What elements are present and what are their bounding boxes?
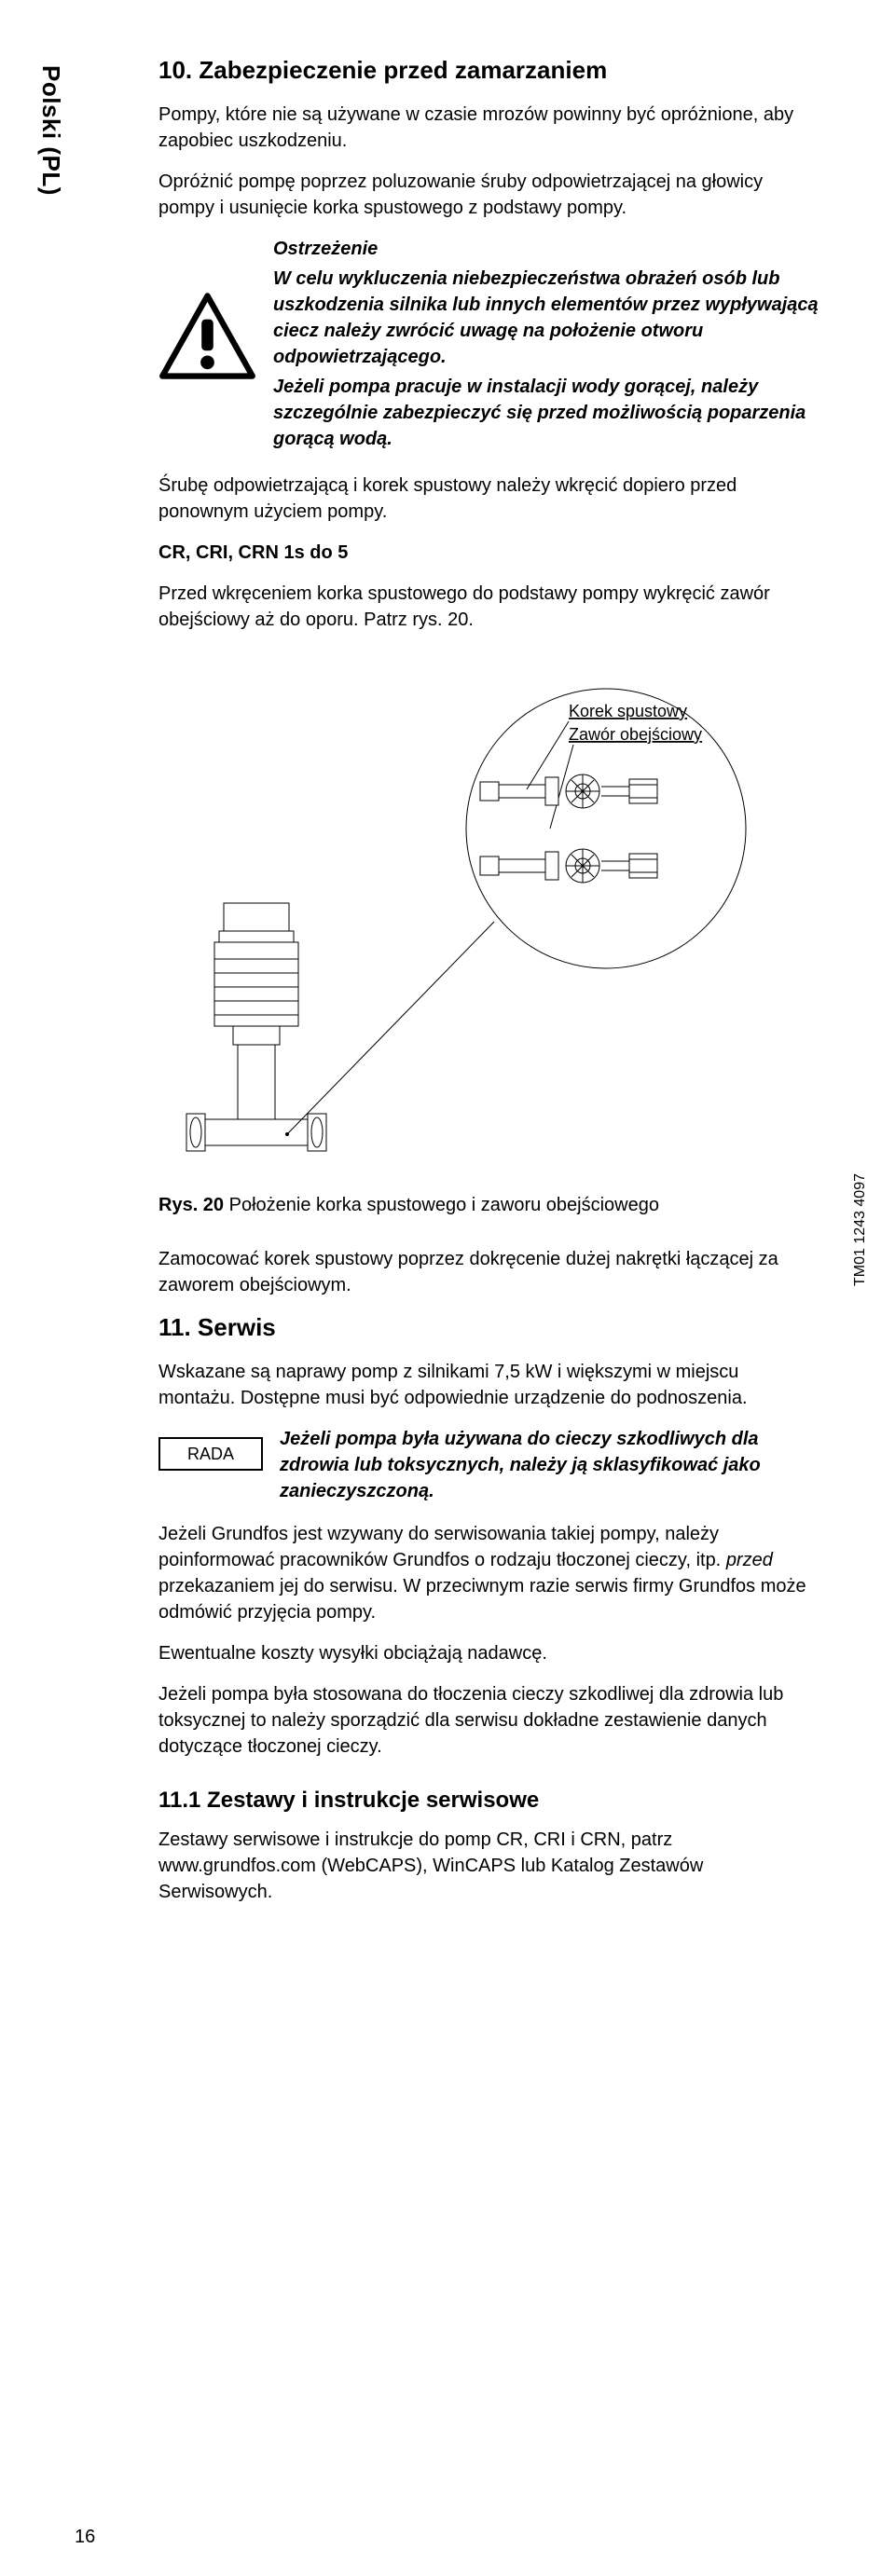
side-language-label: Polski (PL) <box>36 65 65 196</box>
section-11-p2b: przed <box>726 1550 773 1570</box>
warning-line-1: W celu wykluczenia niebezpieczeństwa obr… <box>273 266 820 370</box>
section-10-subheading: CR, CRI, CRN 1s do 5 <box>158 540 820 566</box>
warning-triangle-icon <box>158 292 256 385</box>
warning-line-2: Jeżeli pompa pracuje w instalacji wody g… <box>273 374 820 452</box>
figure-caption-rest: Położenie korka spustowego i zaworu obej… <box>224 1195 659 1215</box>
figure-caption: Rys. 20 Położenie korka spustowego i zaw… <box>158 1192 820 1218</box>
page-number: 16 <box>75 2527 95 2548</box>
advice-text: Jeżeli pompa była używana do cieczy szko… <box>280 1426 820 1504</box>
warning-block: Ostrzeżenie W celu wykluczenia niebezpie… <box>158 236 820 456</box>
figure-code: TM01 1243 4097 <box>852 1173 869 1286</box>
section-11-p2c: przekazaniem jej do serwisu. W przeciwny… <box>158 1576 806 1623</box>
advice-block: RADA Jeżeli pompa była używana do cieczy… <box>158 1426 820 1504</box>
after-figure-paragraph: Zamocować korek spustowy poprzez dokręce… <box>158 1246 820 1298</box>
section-11-p2a: Jeżeli Grundfos jest wzywany do serwisow… <box>158 1524 726 1570</box>
section-11-p2: Jeżeli Grundfos jest wzywany do serwisow… <box>158 1521 820 1625</box>
figure-label-bottom: Zawór obejściowy <box>569 725 702 744</box>
section-10-p4: Przed wkręceniem korka spustowego do pod… <box>158 581 820 633</box>
section-11-1-title: 11.1 Zestawy i instrukcje serwisowe <box>158 1788 820 1814</box>
figure-label-top: Korek spustowy <box>569 702 687 720</box>
advice-badge: RADA <box>158 1437 263 1471</box>
section-11-p1: Wskazane są naprawy pomp z silnikami 7,5… <box>158 1359 820 1411</box>
section-10-p3: Śrubę odpowietrzającą i korek spustowy n… <box>158 473 820 525</box>
section-11-1-p: Zestawy serwisowe i instrukcje do pomp C… <box>158 1827 820 1905</box>
section-11-title: 11. Serwis <box>158 1313 820 1342</box>
section-11-p4: Jeżeli pompa była stosowana do tłoczenia… <box>158 1681 820 1760</box>
section-11-p3: Ewentualne koszty wysyłki obciążają nada… <box>158 1640 820 1666</box>
section-10-title: 10. Zabezpieczenie przed zamarzaniem <box>158 56 820 85</box>
warning-heading: Ostrzeżenie <box>273 236 820 262</box>
section-10-p1: Pompy, które nie są używane w czasie mro… <box>158 102 820 154</box>
figure-caption-prefix: Rys. 20 <box>158 1195 224 1215</box>
figure-20: Korek spustowy Zawór obejściowy <box>158 679 820 1183</box>
section-10-p2: Opróżnić pompę poprzez poluzowanie śruby… <box>158 169 820 221</box>
